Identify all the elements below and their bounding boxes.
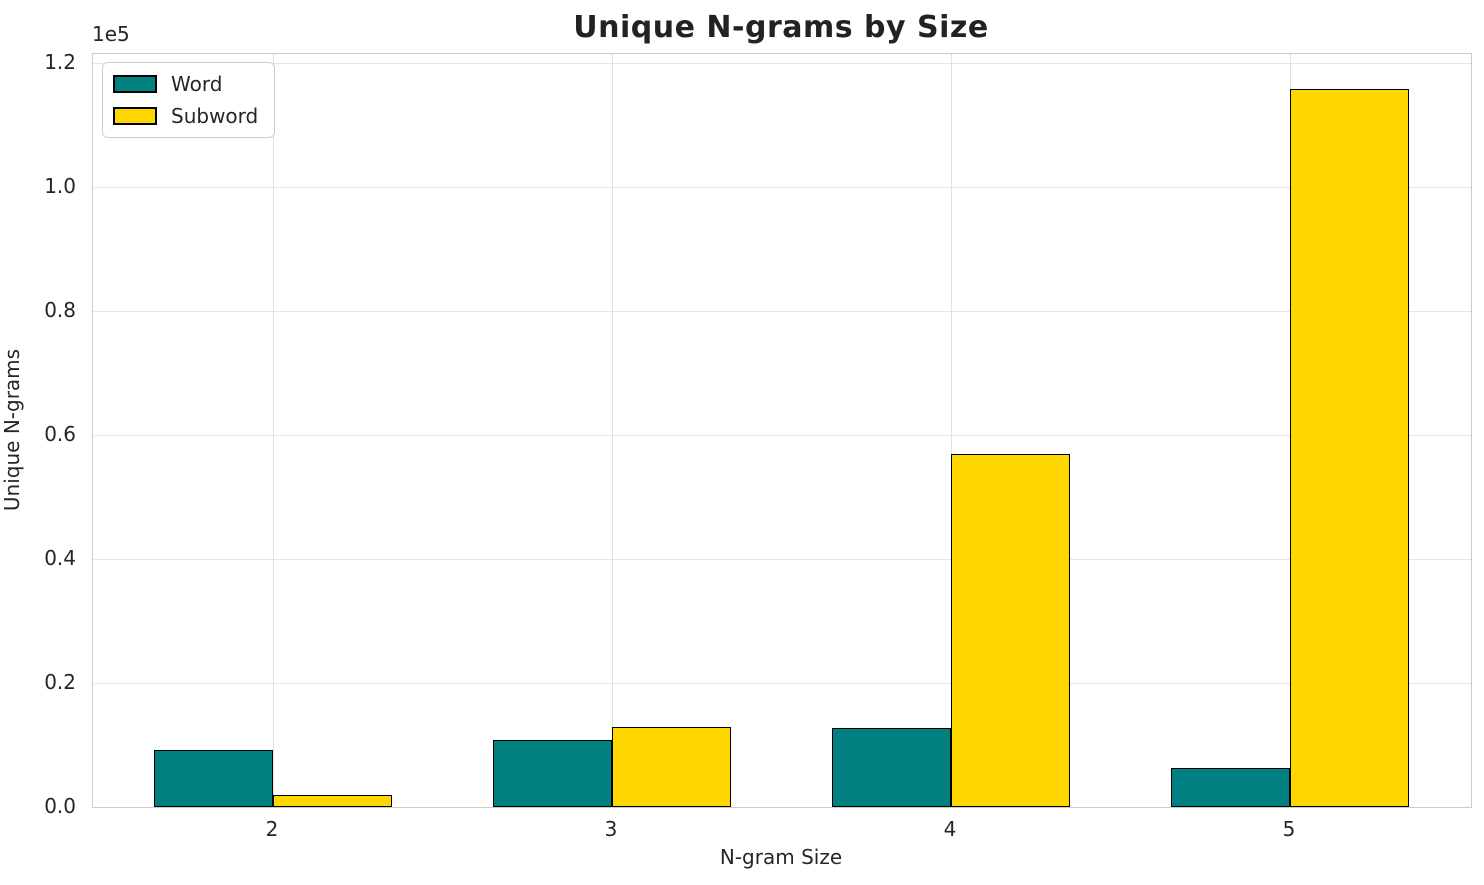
gridline-y-0.8 <box>93 311 1471 313</box>
gridline-y-0.2 <box>93 683 1471 685</box>
legend-swatch-word <box>113 75 157 93</box>
plot-area <box>92 53 1472 808</box>
x-tick-label-4: 4 <box>943 817 957 841</box>
y-tick-label-0.8: 0.8 <box>44 298 76 323</box>
legend: Word Subword <box>102 62 276 138</box>
legend-entry-subword: Subword <box>113 104 258 128</box>
bar-word-2 <box>154 749 273 807</box>
legend-label-subword: Subword <box>171 104 259 128</box>
x-tick-label-5: 5 <box>1282 817 1296 841</box>
bar-subword-4 <box>951 454 1070 807</box>
y-tick-label-0.2: 0.2 <box>44 670 76 695</box>
x-tick-label-3: 3 <box>604 817 618 841</box>
bar-subword-2 <box>273 795 392 807</box>
bar-word-3 <box>493 740 612 807</box>
bar-subword-3 <box>612 727 731 807</box>
x-tick-label-2: 2 <box>265 817 279 841</box>
legend-entry-word: Word <box>113 72 258 96</box>
gridline-y-0.6 <box>93 435 1471 437</box>
y-axis-offset-label: 1e5 <box>92 22 130 46</box>
y-tick-label-1.0: 1.0 <box>44 174 76 199</box>
y-tick-label-0.4: 0.4 <box>44 546 76 571</box>
gridline-x-3 <box>612 54 613 807</box>
bar-subword-5 <box>1290 89 1409 807</box>
gridline-x-2 <box>273 54 274 807</box>
gridline-y-1.2 <box>93 63 1471 65</box>
gridline-y-0.4 <box>93 559 1471 561</box>
y-tick-label-0.6: 0.6 <box>44 422 76 447</box>
gridline-y-1.0 <box>93 187 1471 189</box>
bar-word-4 <box>832 727 951 807</box>
x-axis-label: N-gram Size <box>719 845 843 869</box>
gridline-x-4 <box>951 54 952 807</box>
y-tick-label-0.0: 0.0 <box>44 794 76 818</box>
legend-label-word: Word <box>171 72 223 96</box>
chart-title: Unique N-grams by Size <box>573 10 989 45</box>
y-tick-label-1.2: 1.2 <box>44 50 76 75</box>
legend-swatch-subword <box>113 107 157 125</box>
bar-word-5 <box>1171 767 1290 807</box>
